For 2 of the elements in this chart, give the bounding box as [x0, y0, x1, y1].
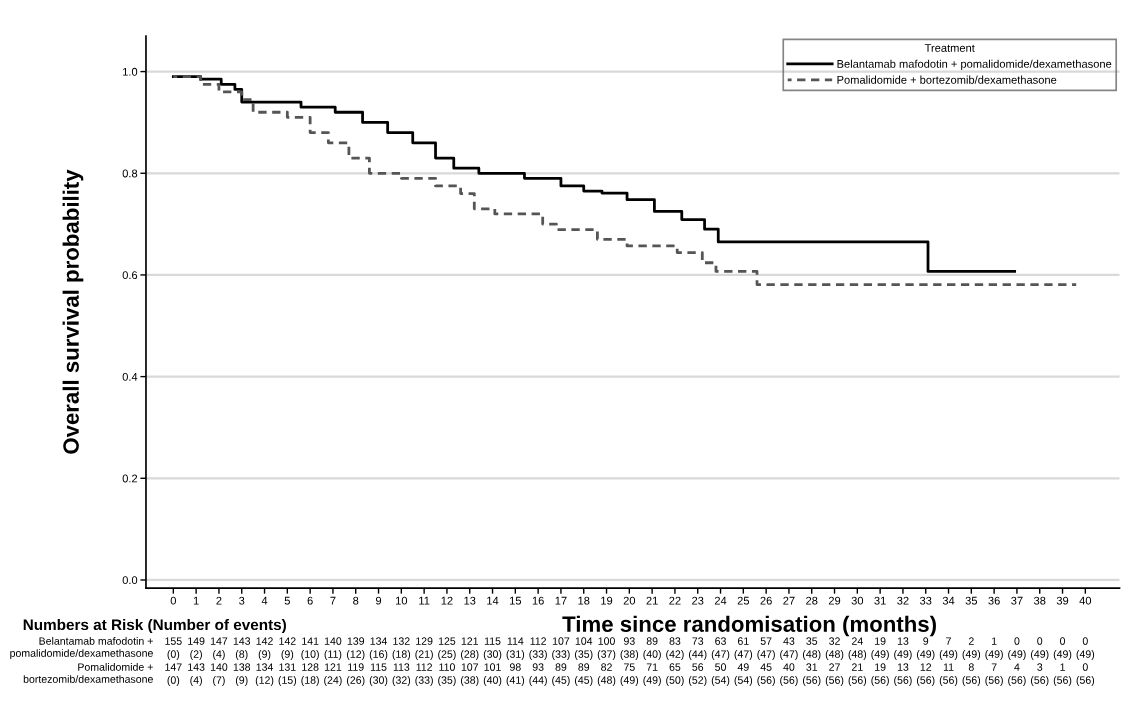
- x-axis-title: Time since randomisation (months): [562, 615, 936, 637]
- y-axis-title: Overall survival probability: [62, 169, 84, 454]
